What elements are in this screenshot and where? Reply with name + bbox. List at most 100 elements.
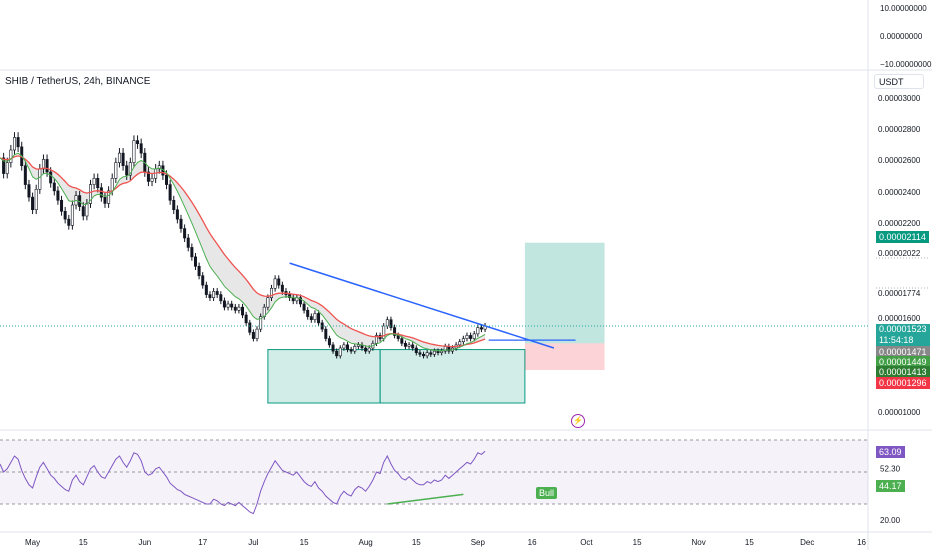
price-axis-label: 0.00002400 [878,188,921,197]
candle-body [429,352,433,355]
candle-body [219,294,223,302]
candle-body [70,204,74,226]
candle-body [479,327,483,330]
candle-body [385,319,389,327]
candle-body [382,325,386,339]
candle-body [338,347,342,357]
last-price-value: 0.00001523 [879,324,927,334]
symbol-title: SHIB / TetherUS, 24h, BINANCE [5,76,151,87]
candle-body [34,188,38,211]
time-axis-label: Nov [692,538,706,547]
candle-body [136,140,140,145]
candle-body [110,177,114,192]
ema-cloud [0,153,486,351]
candle-body [309,316,313,321]
candle-body [302,303,306,311]
candle-body [349,349,353,352]
candle-body [440,350,444,354]
candle-body [41,159,45,170]
candle-body [201,275,205,286]
countdown-timer: 11:54:18 [879,335,914,345]
price-axis-label: 0.00001000 [878,408,921,417]
time-axis-label: 17 [198,538,207,547]
bull-divergence-line [387,493,464,505]
time-axis-label: Dec [800,538,814,547]
candle-body [364,347,368,352]
candle-body [215,291,219,295]
candle-body [432,350,436,355]
candle-body [27,184,31,198]
candle-body [389,319,393,328]
candle-body [139,143,143,154]
candle-body [259,316,263,330]
price-axis-label: 0.00002800 [878,125,921,134]
time-axis-label: Jul [248,538,258,547]
candle-body [125,165,129,176]
candle-body [346,344,350,350]
candle-body [248,322,252,333]
candle-body [150,177,154,182]
candle-body [403,342,407,347]
candle-body [63,210,67,220]
time-axis-label: Aug [359,538,373,547]
candle-body [266,297,270,308]
candle-body [251,331,255,339]
top-pane-label: −10.00000000 [880,60,932,69]
candle-body [418,352,422,355]
candle-body [190,247,194,258]
time-axis-label: 16 [857,538,866,547]
candle-body [356,344,360,347]
candle-body [197,265,201,277]
candle-body [465,335,469,339]
candle-body [335,350,339,357]
price-axis-label: 0.00002022 [878,249,921,258]
candle-body [422,353,426,357]
long-stop-zone [524,343,605,370]
candle-body [12,137,16,151]
candle-body [96,177,100,189]
candle-body [67,218,71,226]
top-pane-label: 10.00000000 [880,4,927,13]
candle-body [411,344,415,349]
candle-body [320,322,324,330]
time-axis-label: 15 [633,538,642,547]
price-axis-label: 0.00003000 [878,94,921,103]
time-axis-label: May [25,538,40,547]
candle-body [85,203,89,217]
candle-body [233,306,237,311]
time-axis-label: 15 [745,538,754,547]
candle-body [175,209,179,220]
candle-body [5,162,9,174]
lightning-icon[interactable]: ⚡ [571,414,585,428]
candle-body [186,237,190,248]
candle-body [146,171,150,182]
time-axis-label: 16 [528,538,537,547]
candle-body [244,314,248,324]
candle-body [324,328,328,339]
candle-body [92,177,96,185]
ema-slow-line [0,155,486,348]
candle-body [9,149,13,163]
candle-body [425,352,429,357]
candle-body [367,347,371,352]
candle-body [407,344,411,347]
price-axis-label: 0.00001600 [878,314,921,323]
price-axis-label: 0.00001774 [878,289,921,298]
ma-price-badge: 0.00001449 [876,356,930,368]
candle-body [121,152,125,167]
candle-body [38,168,42,190]
candle-body [89,184,93,204]
candle-body [317,313,321,324]
candle-body [193,256,197,267]
candle-body [469,335,473,339]
bull-divergence-label: Bull [536,487,558,499]
currency-button[interactable]: USDT [874,74,924,89]
candle-body [128,162,132,176]
candle-body [132,140,136,163]
time-axis-label: Sep [471,538,486,547]
candle-body [81,206,85,217]
top-pane-label: 0.00000000 [880,32,923,41]
candle-body [237,306,241,311]
time-axis-label: Oct [580,538,593,547]
